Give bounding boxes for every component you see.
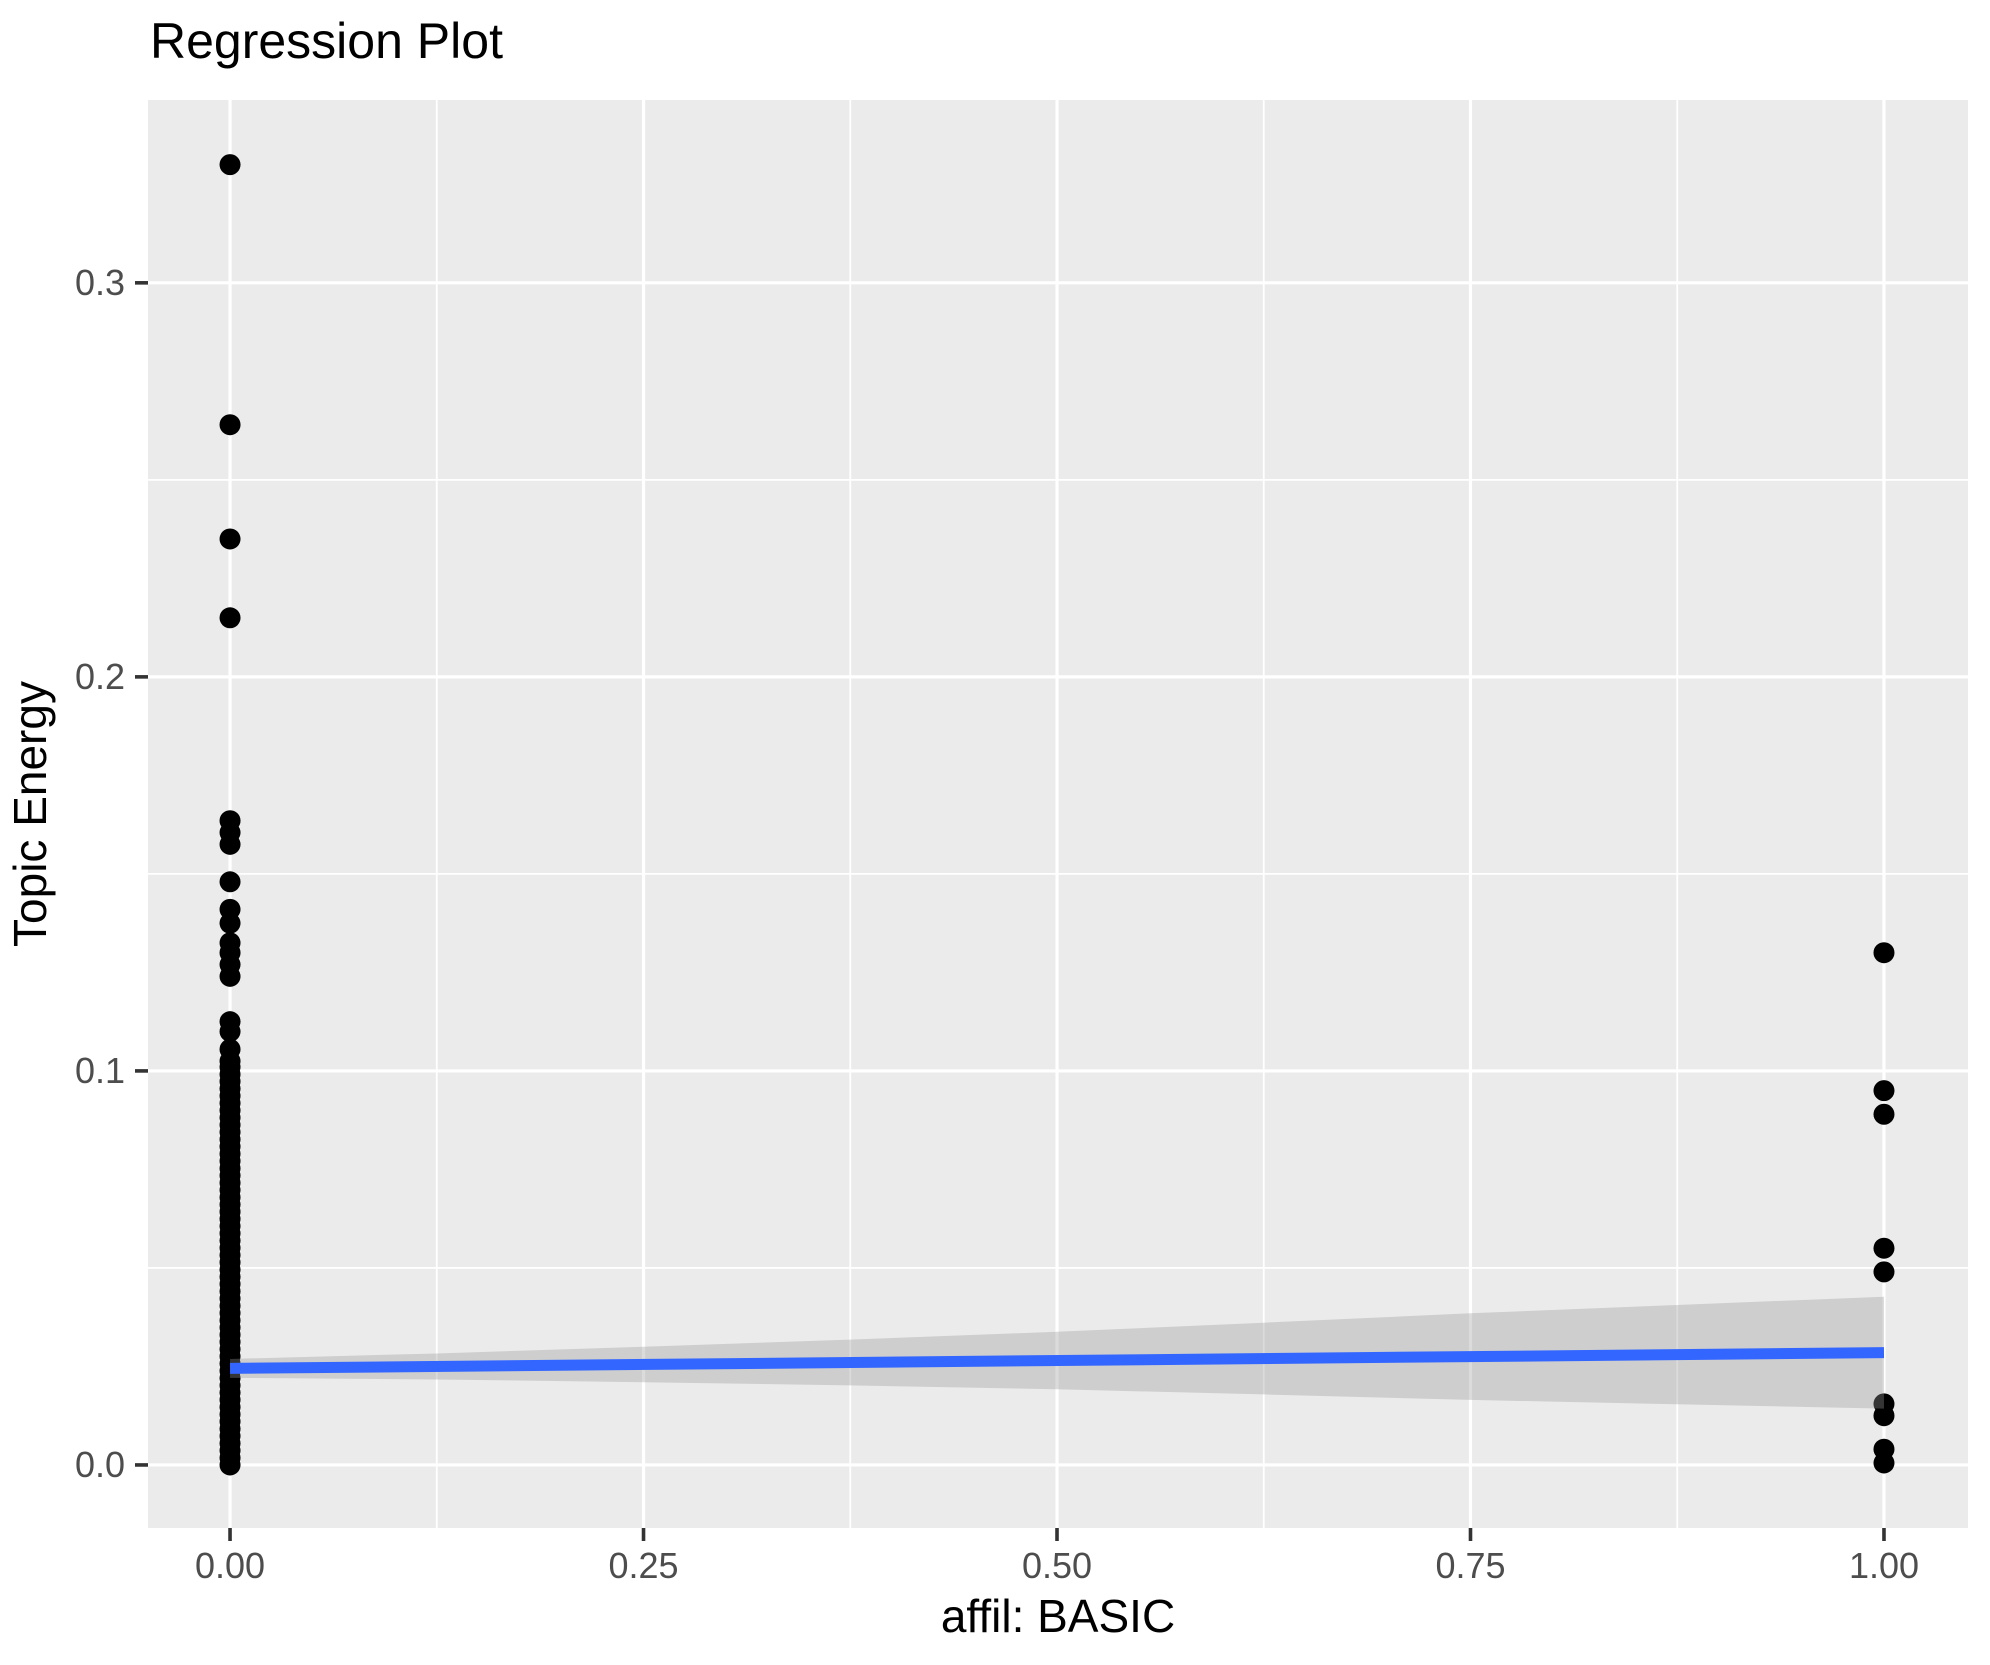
y-axis-title: Topic Energy — [4, 681, 56, 947]
y-axis-tick-labels: 0.0 0.1 0.2 0.3 — [75, 262, 125, 1485]
x-tick-label: 0.50 — [1022, 1545, 1092, 1586]
data-point — [1873, 1452, 1894, 1473]
x-axis-title: affil: BASIC — [941, 1590, 1175, 1642]
data-point — [220, 966, 241, 987]
data-point — [1873, 1238, 1894, 1259]
data-point — [1873, 1261, 1894, 1282]
data-point — [220, 607, 241, 628]
data-point — [220, 834, 241, 855]
data-point — [220, 414, 241, 435]
x-tick-label: 0.75 — [1435, 1545, 1505, 1586]
x-tick-label: 0.00 — [195, 1545, 265, 1586]
data-point — [1873, 1080, 1894, 1101]
data-point — [220, 1056, 241, 1077]
data-point — [220, 154, 241, 175]
data-point — [220, 528, 241, 549]
data-point — [1873, 1104, 1894, 1125]
x-tick-label: 0.25 — [608, 1545, 678, 1586]
x-axis-tick-labels: 0.00 0.25 0.50 0.75 1.00 — [195, 1545, 1919, 1586]
y-tick-label: 0.0 — [75, 1444, 125, 1485]
data-point — [220, 913, 241, 934]
plot-title: Regression Plot — [150, 13, 503, 69]
data-point — [1873, 942, 1894, 963]
x-tick-label: 1.00 — [1849, 1545, 1919, 1586]
y-tick-label: 0.1 — [75, 1050, 125, 1091]
y-tick-label: 0.3 — [75, 262, 125, 303]
y-tick-label: 0.2 — [75, 656, 125, 697]
data-point — [220, 871, 241, 892]
regression-plot-figure: 0.00 0.25 0.50 0.75 1.00 0.0 0.1 0.2 0.3 affil:… — [0, 0, 1990, 1665]
plot-canvas: 0.00 0.25 0.50 0.75 1.00 0.0 0.1 0.2 0.3 affil:… — [0, 0, 1990, 1665]
